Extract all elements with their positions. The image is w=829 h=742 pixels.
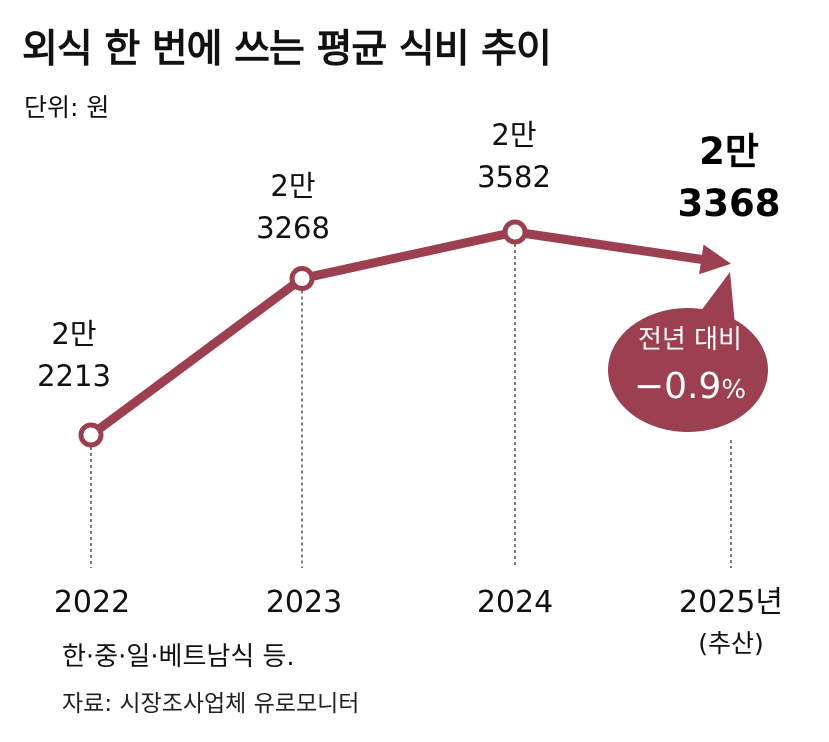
x-tick-note: (추산): [698, 629, 764, 658]
x-tick-label: 2024: [477, 585, 553, 620]
x-tick-label: 2025년: [679, 585, 783, 620]
annotation-line1: 전년 대비: [638, 325, 742, 355]
data-point: [78, 422, 104, 448]
annotation-text: 전년 대비 −0.9%: [634, 325, 746, 407]
x-tick-label: 2023: [266, 585, 342, 620]
chart-title: 외식 한 번에 쓰는 평균 식비 추이: [22, 27, 552, 72]
value-label: 2만: [699, 130, 759, 173]
value-label: 3368: [678, 182, 781, 225]
unit-label: 단위: 원: [24, 93, 110, 122]
value-label: 2만: [51, 317, 96, 351]
series-path: [88, 227, 714, 439]
data-point: [502, 219, 528, 245]
data-point: [289, 266, 315, 292]
annotation-bubble: [607, 272, 768, 432]
footnote: 한·중·일·베트남식 등.: [62, 642, 295, 672]
x-tick-label: 2022: [54, 585, 130, 620]
source-credit: 자료: 시장조사업체 유로모니터: [62, 691, 360, 717]
value-label: 2만: [270, 169, 315, 203]
value-labels: 2만 2213 2만 3268 2만 3582 2만 3368: [37, 118, 780, 393]
annotation-percent: %: [721, 375, 746, 405]
arrowhead: [699, 244, 731, 275]
annotation-line2: −0.9%: [634, 366, 746, 407]
value-label: 2213: [37, 359, 111, 393]
value-label: 2만: [491, 118, 536, 152]
guide-lines: [90, 244, 732, 568]
value-label: 3268: [256, 211, 330, 245]
value-label: 3582: [477, 160, 551, 194]
annotation-value: −0.9: [634, 366, 721, 407]
x-axis-labels: 2022 2023 2024 2025년 (추산): [54, 585, 783, 658]
data-markers: [78, 219, 528, 448]
series-line: [88, 227, 731, 439]
